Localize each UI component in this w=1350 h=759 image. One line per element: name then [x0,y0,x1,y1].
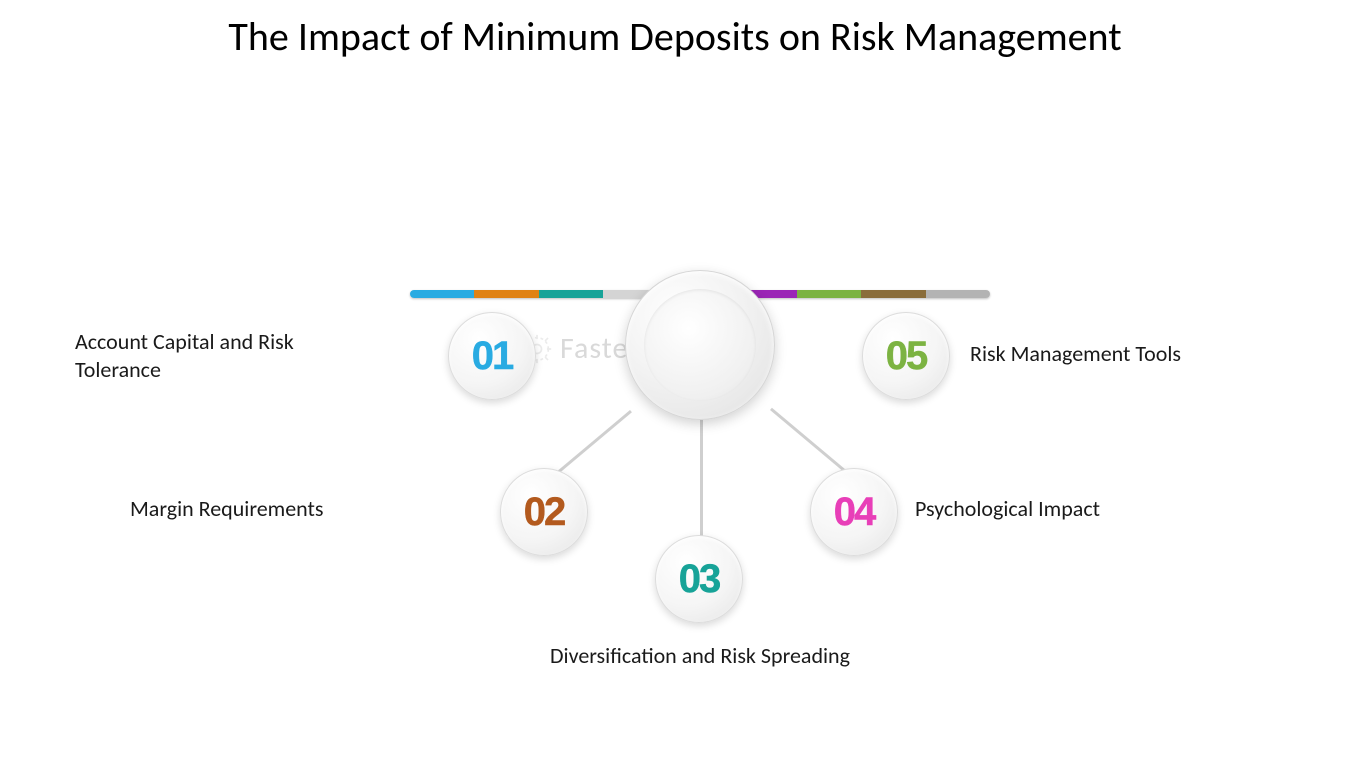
node-label-04: Psychological Impact [915,495,1215,523]
diagram-canvas: FasterCapital 0102030405 Account Capital… [0,290,1350,690]
color-bar-segment [539,290,603,298]
node-label-01: Account Capital and Risk Tolerance [75,328,375,383]
color-bar-segment [926,290,990,298]
node-03: 03 [655,535,743,623]
color-bar-segment [797,290,861,298]
node-05: 05 [862,312,950,400]
node-label-02: Margin Requirements [130,495,430,523]
node-label-03: Diversification and Risk Spreading [500,642,900,670]
color-bar-segment [410,290,474,298]
central-hub-inner [644,289,756,401]
node-number: 02 [524,490,565,535]
node-04: 04 [810,468,898,556]
node-01: 01 [448,312,536,400]
node-label-05: Risk Management Tools [970,340,1270,368]
color-bar-segment [474,290,538,298]
central-hub [625,270,775,420]
node-number: 05 [886,334,927,379]
page-title: The Impact of Minimum Deposits on Risk M… [0,12,1350,61]
node-number: 04 [834,490,875,535]
node-02: 02 [500,468,588,556]
node-number: 01 [472,334,513,379]
color-bar-segment [861,290,925,298]
node-number: 03 [679,557,720,602]
